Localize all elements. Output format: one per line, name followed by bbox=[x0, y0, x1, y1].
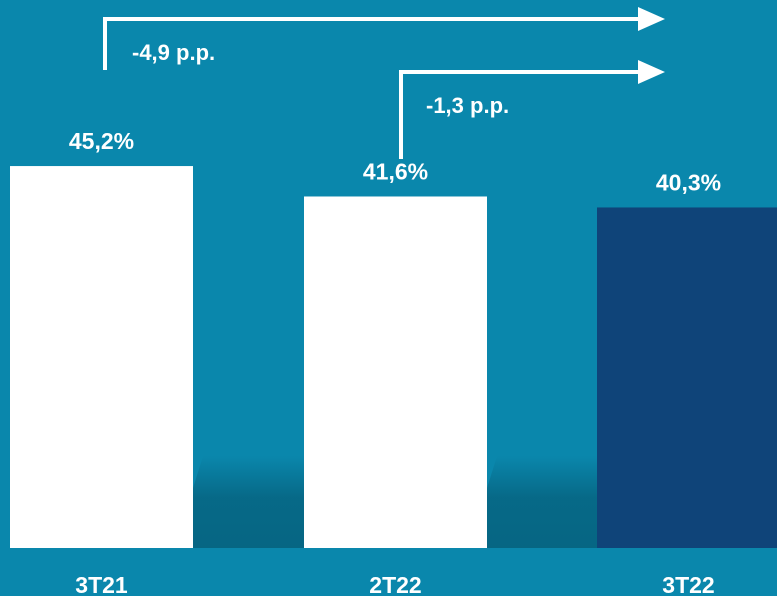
category-label: 2T22 bbox=[369, 572, 421, 596]
value-labels-group: 45,2% 41,6% 40,3% bbox=[69, 128, 721, 195]
delta-label: -1,3 p.p. bbox=[426, 93, 509, 118]
category-label: 3T21 bbox=[75, 572, 128, 596]
bar-shadow bbox=[487, 456, 607, 548]
bar-shadows bbox=[193, 456, 607, 548]
delta-label: -4,9 p.p. bbox=[132, 40, 215, 65]
delta-arrowhead bbox=[638, 7, 665, 31]
category-labels-group: 3T21 2T22 3T22 bbox=[75, 572, 714, 596]
value-label: 41,6% bbox=[363, 158, 428, 184]
bars-group bbox=[10, 166, 777, 549]
delta-arrowhead bbox=[638, 60, 665, 84]
bar-3t22 bbox=[597, 207, 777, 548]
value-label: 45,2% bbox=[69, 128, 134, 154]
delta-arrows-group: -4,9 p.p. -1,3 p.p. bbox=[103, 7, 665, 159]
bar-shadow bbox=[193, 456, 314, 548]
category-label: 3T22 bbox=[662, 572, 714, 596]
bar-3t21 bbox=[10, 166, 193, 548]
bar-2t22 bbox=[304, 196, 487, 549]
delta-arrow-line bbox=[399, 70, 638, 159]
delta-arrow-line bbox=[103, 17, 638, 70]
value-label: 40,3% bbox=[656, 169, 721, 195]
